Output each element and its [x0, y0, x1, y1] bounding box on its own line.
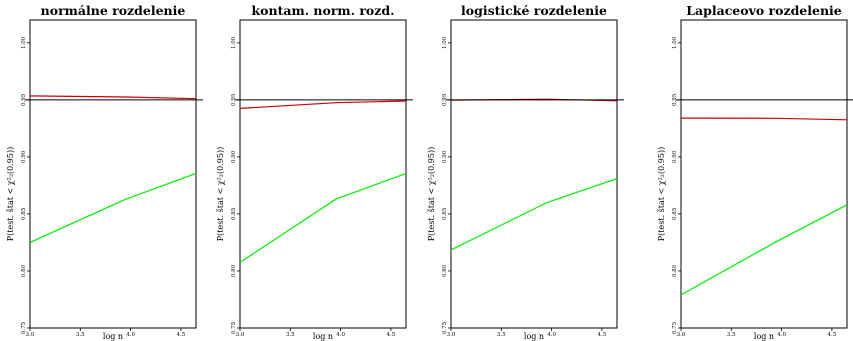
- x-tick-label: 4.0: [126, 332, 135, 338]
- y-tick-label: 1.00: [21, 36, 27, 49]
- x-tick-label: 4.0: [336, 332, 345, 338]
- y-axis-label: P(test. štat < χ²₂(0.95)): [6, 147, 15, 241]
- plot-frame: [239, 19, 407, 329]
- x-axis-label: log n: [524, 332, 544, 341]
- x-tick-label: 3.5: [727, 332, 736, 338]
- panel-4: Laplaceovo rozdelenie 0.75 0.80 0.85 0.90 0.9…: [657, 3, 853, 341]
- y-tick-label: 0.75: [672, 321, 678, 334]
- x-tick-label: 3.0: [26, 332, 35, 338]
- y-tick-label: 0.80: [672, 264, 678, 277]
- x-axis-label: log n: [103, 332, 123, 341]
- y-axis-label: P(test. štat < χ²₂(0.95)): [216, 147, 225, 241]
- y-tick-label: 0.75: [231, 321, 237, 334]
- y-tick-label: 0.95: [21, 93, 27, 106]
- panel-title: kontam. norm. rozd.: [252, 3, 395, 18]
- x-tick-label: 3.0: [447, 332, 456, 338]
- y-axis-label: P(test. štat < χ²₂(0.95)): [657, 147, 666, 241]
- panel-2: kontam. norm. rozd. 0.75 0.80 0.85 0.90 0.95 1…: [216, 3, 413, 341]
- y-tick-label: 0.85: [672, 207, 678, 220]
- y-tick-label: 0.90: [21, 150, 27, 163]
- x-axis-label: log n: [313, 332, 333, 341]
- y-tick-label: 0.95: [672, 93, 678, 106]
- x-tick-label: 4.5: [387, 332, 396, 338]
- x-tick-label: 4.5: [828, 332, 837, 338]
- y-tick-label: 0.95: [231, 93, 237, 106]
- y-tick-label: 0.75: [21, 321, 27, 334]
- y-tick-label: 0.85: [21, 207, 27, 220]
- y-axis-label: P(test. štat < χ²₂(0.95)): [427, 147, 436, 241]
- x-tick-label: 3.5: [497, 332, 506, 338]
- y-tick-label: 0.90: [672, 150, 678, 163]
- series-line-2: [680, 204, 848, 296]
- y-tick-label: 0.90: [231, 150, 237, 163]
- x-tick-label: 3.0: [236, 332, 245, 338]
- y-tick-label: 0.75: [442, 321, 448, 334]
- plot-frame: [450, 19, 618, 329]
- x-tick-label: 3.5: [76, 332, 85, 338]
- y-tick-label: 0.80: [231, 264, 237, 277]
- panel-1: normálne rozdelenie 0.75 0.80 0.85 0.90 0.95 1…: [6, 3, 203, 341]
- y-tick-label: 1.00: [442, 36, 448, 49]
- x-tick-label: 4.0: [547, 332, 556, 338]
- y-tick-label: 0.85: [231, 207, 237, 220]
- x-tick-label: 4.5: [598, 332, 607, 338]
- y-tick-label: 0.80: [442, 264, 448, 277]
- y-tick-label: 0.80: [21, 264, 27, 277]
- x-tick-label: 4.5: [177, 332, 186, 338]
- series-line-1: [239, 100, 407, 109]
- plot-frame: [29, 19, 197, 329]
- series-line-1: [29, 95, 197, 100]
- panel-title: Laplaceovo rozdelenie: [686, 3, 842, 18]
- y-tick-label: 0.90: [442, 150, 448, 163]
- y-tick-label: 0.95: [442, 93, 448, 106]
- panel-3: logistické rozdelenie 0.75 0.80 0.85 0.90 0.9…: [427, 3, 624, 341]
- series-line-2: [450, 178, 618, 251]
- series-line-1: [680, 117, 848, 121]
- x-tick-label: 3.5: [286, 332, 295, 338]
- panel-title: normálne rozdelenie: [41, 3, 186, 18]
- y-tick-label: 0.85: [442, 207, 448, 220]
- series-line-2: [29, 172, 197, 243]
- panel-title: logistické rozdelenie: [461, 3, 607, 18]
- y-tick-label: 1.00: [672, 36, 678, 49]
- plot-frame: [680, 19, 848, 329]
- x-tick-label: 3.0: [677, 332, 686, 338]
- series-line-2: [239, 172, 407, 263]
- y-tick-label: 1.00: [231, 36, 237, 49]
- x-axis-label: log n: [754, 332, 774, 341]
- x-tick-label: 4.0: [777, 332, 786, 338]
